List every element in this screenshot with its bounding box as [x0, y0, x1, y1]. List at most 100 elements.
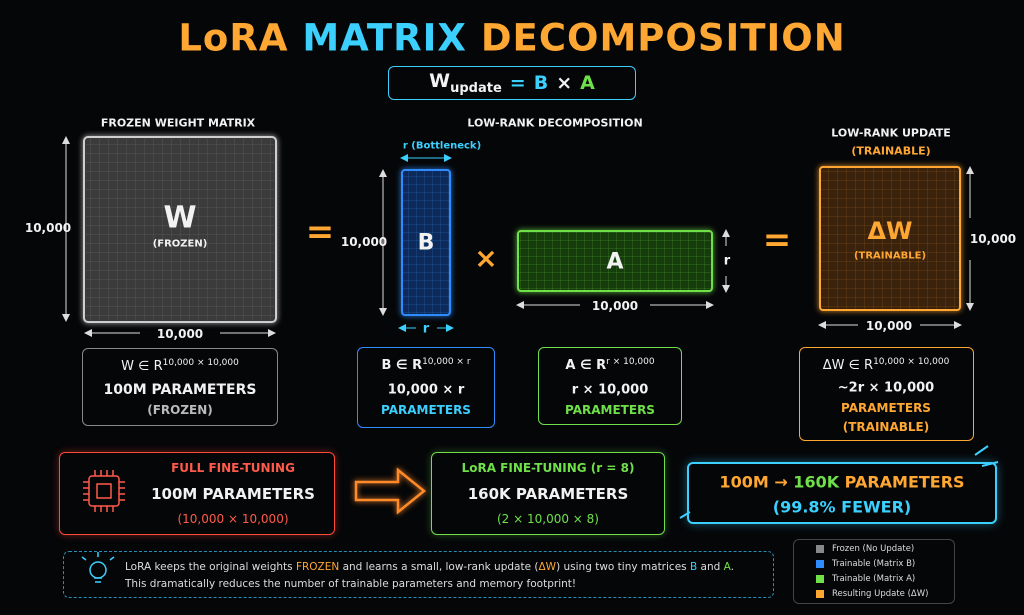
note-box: [63, 551, 774, 598]
summary-line: 100M → 160K PARAMETERS: [719, 473, 964, 492]
box-title: LoRA FINE-TUNING (r = 8): [461, 461, 635, 475]
summary-unit: PARAMETERS: [844, 472, 965, 492]
box-title: FULL FINE-TUNING: [171, 461, 295, 475]
dimension: 10,000: [24, 221, 72, 235]
legend-swatch: [816, 560, 824, 568]
status: (FROZEN): [147, 403, 213, 417]
legend-item: Trainable (Matrix A): [816, 574, 915, 584]
dimension: r: [723, 253, 731, 269]
matrix-symbol: ΔW: [867, 217, 913, 245]
size: 10,000 × r: [387, 382, 465, 398]
title: LoRA MATRIX DECOMPOSITION: [178, 17, 845, 60]
comparison-arrow: [354, 467, 426, 515]
box-params: 100M PARAMETERS: [151, 485, 315, 503]
notation: ΔW ∈ R10,000 × 10,000: [823, 357, 950, 373]
dimension: 10,000: [865, 319, 913, 333]
matrix-label: (FROZEN): [152, 238, 208, 250]
legend-label: Resulting Update (ΔW): [832, 589, 929, 599]
note-segment: FROZEN: [295, 561, 340, 573]
note-segment: ΔW: [538, 561, 557, 573]
status: (TRAINABLE): [842, 420, 930, 434]
note-segment: B: [689, 561, 698, 573]
notation-text: A ∈ R: [565, 358, 607, 374]
heading: FROZEN WEIGHT MATRIX: [100, 116, 256, 130]
legend-swatch: [816, 575, 824, 583]
operator: ×: [474, 241, 498, 275]
dimension: 10,000: [969, 232, 1017, 246]
notation-sup: 10,000 × r: [422, 356, 471, 367]
notation-sup: 10,000 × 10,000: [162, 357, 239, 368]
title-part: LoRA: [178, 16, 289, 60]
lora-finetuning-box: [431, 452, 665, 535]
dimension: 10,000: [340, 235, 388, 249]
chip-icon: [83, 470, 125, 512]
notation-text: W ∈ R: [121, 359, 163, 375]
heading: LOW-RANK UPDATE: [831, 126, 951, 140]
info-box: [357, 347, 495, 428]
notation: A ∈ Rr × 10,000: [565, 357, 654, 373]
size: r × 10,000: [571, 382, 649, 398]
params: 100M PARAMETERS: [103, 382, 257, 398]
notation-sup: r × 10,000: [606, 356, 655, 367]
bottleneck: r (Bottleneck): [402, 140, 482, 152]
matrix-a-grid: [518, 231, 712, 291]
summary-reduction: (99.8% FEWER): [772, 497, 912, 517]
title-part: DECOMPOSITION: [480, 16, 846, 60]
dimension: r: [422, 321, 430, 337]
notation: B ∈ R10,000 × r: [381, 357, 470, 373]
box-formula: (10,000 × 10,000): [177, 512, 289, 526]
subheading: (TRAINABLE): [851, 144, 931, 158]
info-box: [799, 347, 974, 441]
params: PARAMETERS: [565, 403, 655, 417]
formula: Wupdate = B × A: [388, 66, 636, 100]
note-segment: A: [723, 561, 731, 573]
frozen-grid: [84, 137, 276, 322]
note-line: This dramatically reduces the number of …: [125, 578, 577, 590]
note-segment: and: [697, 561, 724, 573]
formula-sub: update: [450, 80, 502, 96]
params: PARAMETERS: [841, 401, 931, 415]
legend-label: Trainable (Matrix B): [832, 559, 916, 569]
summary-to: 160K: [793, 472, 840, 492]
legend-item: Trainable (Matrix B): [816, 559, 915, 569]
legend-item: Resulting Update (ΔW): [816, 589, 928, 599]
legend: Frozen (No Update) Trainable (Matrix B) Tr…: [793, 539, 955, 604]
bulb-icon: [81, 552, 115, 583]
full-finetuning-box: [59, 452, 335, 535]
note-line: LoRA keeps the original weights FROZEN a…: [125, 561, 734, 573]
heading: LOW-RANK DECOMPOSITION: [467, 116, 643, 130]
matrix-label: (TRAINABLE): [853, 250, 927, 262]
title-part: MATRIX: [302, 16, 467, 60]
legend-swatch: [816, 545, 824, 553]
legend-label: Frozen (No Update): [832, 544, 915, 554]
matrix-symbol: A: [606, 249, 624, 275]
matrix-symbol: W: [163, 200, 197, 236]
formula-lhs: Wupdate: [429, 70, 502, 96]
notation-text: ΔW ∈ R: [822, 358, 874, 374]
formula-times: ×: [556, 72, 573, 94]
summary-from: 100M →: [719, 472, 788, 492]
operator: =: [305, 212, 335, 252]
formula-a: A: [580, 72, 595, 94]
notation: W ∈ R10,000 × 10,000: [121, 358, 239, 374]
dimension: 10,000: [591, 299, 639, 313]
matrix-symbol: B: [417, 230, 435, 256]
box-formula: (2 × 10,000 × 8): [497, 512, 599, 526]
info-box: [538, 347, 682, 425]
note-segment: ) using two tiny matrices: [556, 561, 690, 573]
params: PARAMETERS: [381, 403, 471, 417]
notation-text: B ∈ R: [381, 358, 423, 374]
legend-item: Frozen (No Update): [816, 544, 914, 554]
formula-b: B: [533, 72, 549, 94]
matrix-b-grid: [402, 170, 450, 315]
formula-symbol: W: [429, 70, 451, 93]
info-box: [82, 348, 278, 426]
dimension: 10,000: [156, 327, 204, 341]
note-segment: .: [730, 561, 734, 573]
legend-label: Trainable (Matrix A): [832, 574, 916, 584]
size: ~2r × 10,000: [837, 380, 935, 396]
update-grid: [820, 167, 960, 310]
notation-sup: 10,000 × 10,000: [873, 356, 950, 367]
